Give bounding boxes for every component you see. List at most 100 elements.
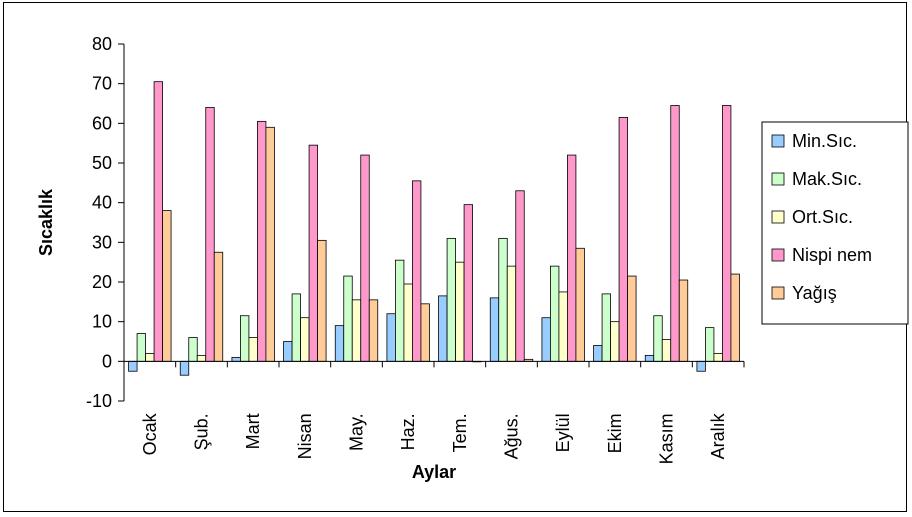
y-tick-label: 10	[92, 312, 112, 332]
y-tick-label: 60	[92, 113, 112, 133]
x-axis: Ocak Şub. Mart Nisan May. Haz. Tem. Ağus. Eylül E…	[123, 360, 745, 464]
y-tick-label: 40	[92, 193, 112, 213]
y-tick-label: 80	[92, 34, 112, 54]
bar	[661, 339, 672, 362]
y-tick-label: -10	[86, 391, 112, 411]
legend-label: Ort.Sıc.	[792, 207, 853, 227]
bar	[386, 313, 396, 362]
x-tick-label: Eylül	[553, 413, 573, 452]
bar	[128, 360, 138, 372]
y-tick-label: 70	[92, 74, 112, 94]
bar	[558, 291, 568, 362]
y-tick-label: 30	[92, 232, 112, 252]
bar	[541, 317, 551, 362]
x-tick-label: Şub.	[192, 413, 212, 450]
x-tick-label: Kasım	[657, 413, 677, 464]
bar	[231, 356, 241, 362]
bar	[438, 295, 448, 362]
bar	[248, 337, 258, 362]
bar	[593, 345, 603, 362]
x-tick-label: Ocak	[140, 412, 160, 455]
bar	[515, 190, 525, 362]
x-axis-title: Aylar	[412, 462, 456, 482]
x-tick-label: Mart	[243, 413, 263, 449]
bar	[334, 325, 345, 362]
legend-swatch	[771, 248, 785, 262]
bar	[678, 279, 689, 362]
bar	[653, 315, 663, 362]
bar	[360, 154, 370, 362]
bar	[196, 354, 207, 362]
legend-swatch	[771, 210, 785, 224]
bar	[506, 265, 517, 362]
bar	[713, 352, 723, 362]
bar	[705, 327, 715, 362]
y-tick-label: 0	[102, 351, 112, 371]
bar	[601, 293, 611, 362]
bar	[317, 239, 327, 362]
series-1	[136, 237, 715, 362]
bar	[368, 299, 379, 362]
bar	[455, 261, 465, 362]
bar	[240, 315, 250, 362]
x-tick-label: Ekim	[605, 413, 625, 453]
legend: Min.Sıc. Mak.Sıc. Ort.Sıc. Nispi nem Yağış	[761, 121, 909, 325]
bar	[567, 154, 577, 362]
y-tick-label: 50	[92, 153, 112, 173]
x-tick-label: Haz.	[398, 413, 418, 450]
x-tick-label: Ağus.	[502, 413, 522, 459]
bar	[291, 293, 301, 362]
x-tick-label: Aralık	[708, 412, 728, 459]
bar	[489, 297, 500, 362]
y-axis-title: Sıcaklık	[36, 188, 56, 256]
legend-label: Yağış	[792, 283, 837, 303]
bar	[205, 107, 215, 362]
bar	[412, 180, 422, 362]
legend-box	[761, 121, 909, 325]
bar	[463, 204, 473, 362]
bar	[446, 237, 456, 362]
bar	[610, 321, 620, 362]
bar	[550, 265, 560, 362]
legend-swatch	[771, 134, 785, 148]
x-tick-label: Tem.	[450, 413, 470, 452]
plot-area	[128, 81, 740, 376]
y-axis: -10 0 10 20 30 40 50 60 70 80	[86, 34, 125, 411]
x-tick-label: Nisan	[295, 413, 315, 459]
bar	[343, 275, 353, 362]
bar	[730, 273, 740, 362]
bar	[265, 126, 275, 362]
legend-label: Mak.Sıc.	[792, 169, 862, 189]
bar	[420, 303, 430, 362]
bar	[283, 341, 293, 362]
legend-swatch	[771, 286, 785, 300]
bar	[627, 275, 637, 362]
bar	[498, 237, 508, 362]
bar	[670, 105, 680, 362]
bar	[145, 352, 155, 362]
bar	[257, 120, 267, 362]
series-3	[153, 81, 732, 362]
series-4	[162, 126, 740, 363]
y-tick-label: 20	[92, 272, 112, 292]
bar	[308, 144, 318, 362]
bar	[179, 360, 190, 376]
legend-swatch	[771, 172, 785, 186]
bar	[403, 283, 413, 362]
bar	[696, 360, 706, 372]
bar	[575, 247, 585, 362]
bar	[644, 354, 655, 362]
legend-label: Nispi nem	[792, 245, 872, 265]
bar	[136, 333, 146, 362]
bar	[153, 81, 163, 362]
bar	[351, 299, 362, 362]
bar	[722, 105, 732, 362]
bar	[188, 337, 198, 362]
bar	[618, 116, 628, 362]
bar	[300, 317, 310, 362]
bar	[162, 210, 172, 362]
legend-label: Min.Sıc.	[792, 131, 857, 151]
bar	[213, 251, 224, 362]
x-tick-label: May.	[347, 413, 367, 451]
